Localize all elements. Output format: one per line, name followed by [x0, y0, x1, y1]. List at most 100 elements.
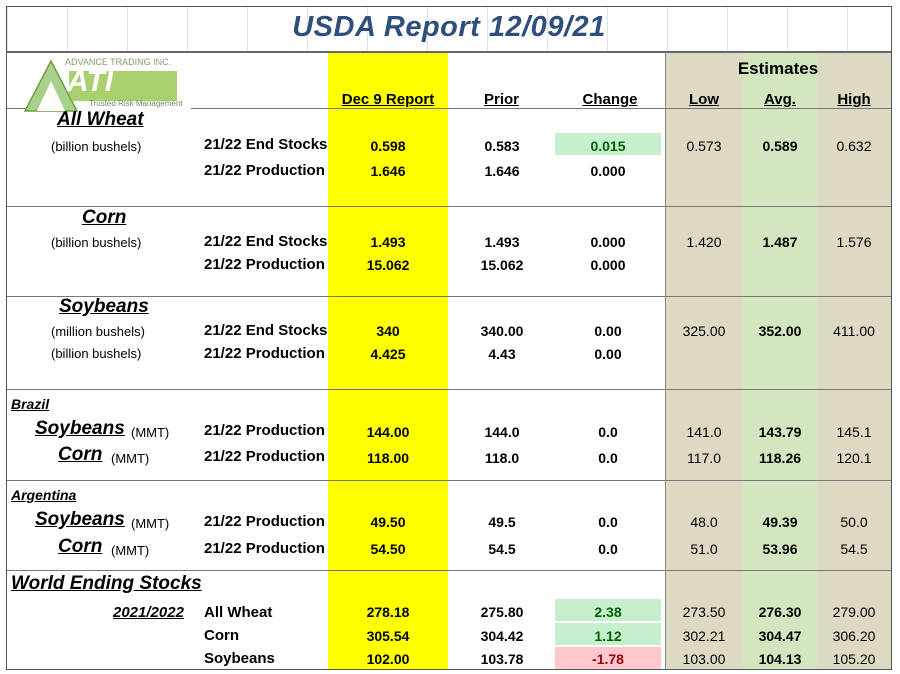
high-value: 306.20 [832, 628, 876, 644]
avg-value: 1.487 [762, 234, 798, 250]
row-label: 21/22 Production [204, 256, 325, 273]
corn-section-title: Corn [82, 207, 127, 228]
row-label: 21/22 Production [204, 448, 325, 465]
avg-value: 104.13 [758, 651, 802, 667]
report-value: 4.425 [370, 346, 406, 362]
change-highlight-positive [555, 599, 661, 621]
report-value: 102.00 [366, 651, 410, 667]
low-value: 273.50 [682, 604, 726, 620]
wheat-unit: (billion bushels) [51, 139, 142, 154]
report-value: 54.50 [370, 541, 406, 557]
change-value: 0.00 [594, 323, 622, 339]
report-table: USDA Report 12/09/21 ADVANCE TRADING INC… [6, 6, 892, 670]
divider [7, 570, 891, 571]
prior-value: 103.78 [480, 651, 524, 667]
row-label: 21/22 End Stocks [204, 322, 328, 339]
row-label: 21/22 End Stocks [204, 233, 328, 250]
report-value: 49.50 [370, 514, 406, 530]
divider [7, 108, 891, 109]
prior-value: 340.00 [480, 323, 524, 339]
brazil-region-title: Brazil [11, 396, 50, 412]
change-value: 1.12 [594, 628, 622, 644]
low-header: Low [689, 91, 719, 108]
brazil-corn-unit: (MMT) [111, 451, 150, 466]
row-label: Soybeans [204, 650, 275, 667]
report-value: 0.598 [370, 138, 406, 154]
ati-logo [23, 59, 191, 112]
change-value: 0.0 [598, 541, 618, 557]
report-header: Dec 9 Report [341, 91, 435, 108]
row-label: 21/22 Production [204, 162, 325, 179]
prior-value: 304.42 [480, 628, 524, 644]
low-value: 103.00 [682, 651, 726, 667]
avg-value: 304.47 [758, 628, 802, 644]
argentina-soybeans-unit: (MMT) [131, 516, 170, 531]
brazil-soybeans-unit: (MMT) [131, 425, 170, 440]
row-label: 21/22 End Stocks [204, 136, 328, 153]
divider [7, 206, 891, 207]
wheat-section-title: All Wheat [57, 109, 144, 130]
low-value: 325.00 [682, 323, 726, 339]
estimates-header: Estimates [737, 59, 819, 78]
change-highlight-positive [555, 133, 661, 155]
prior-value: 144.0 [484, 424, 520, 440]
prior-value: 49.5 [488, 514, 516, 530]
prior-header: Prior [483, 91, 519, 108]
low-value: 117.0 [687, 450, 721, 466]
change-value: 0.0 [598, 424, 618, 440]
corn-unit: (billion bushels) [51, 235, 142, 250]
prior-value: 118.0 [484, 450, 520, 466]
report-value: 144.00 [366, 424, 410, 440]
change-value: -1.78 [592, 651, 624, 667]
low-value: 1.420 [686, 234, 722, 250]
logo-initials: ATI [67, 65, 114, 98]
row-label: 21/22 Production [204, 345, 325, 362]
avg-value: 118.26 [758, 450, 802, 466]
change-value: 0.0 [598, 514, 618, 530]
report-value: 340 [376, 323, 400, 339]
soybeans-section-title: Soybeans [59, 296, 149, 317]
divider [7, 389, 891, 390]
prior-value: 275.80 [480, 604, 524, 620]
high-header: High [837, 91, 871, 108]
prior-value: 1.646 [484, 163, 520, 179]
world-section-title: World Ending Stocks [11, 573, 202, 594]
high-value: 54.5 [840, 541, 868, 557]
low-value: 48.0 [690, 514, 718, 530]
high-value: 1.576 [836, 234, 872, 250]
row-label: 21/22 Production [204, 513, 325, 530]
prior-value: 15.062 [480, 257, 524, 273]
row-label: 21/22 Production [204, 422, 325, 439]
change-value: 0.015 [590, 138, 626, 154]
argentina-soybeans-title: Soybeans [35, 509, 125, 530]
argentina-region-title: Argentina [11, 487, 77, 503]
brazil-corn-title: Corn [58, 444, 103, 465]
avg-header: Avg. [764, 91, 796, 108]
report-column-band [328, 53, 448, 669]
high-value: 120.1 [836, 450, 872, 466]
argentina-corn-title: Corn [58, 536, 103, 557]
change-value: 0.000 [590, 163, 626, 179]
change-highlight-negative [555, 647, 661, 669]
avg-value: 53.96 [762, 541, 798, 557]
avg-value: 276.30 [758, 604, 802, 620]
change-value: 0.000 [590, 234, 626, 250]
high-value: 411.00 [833, 323, 875, 339]
prior-value: 0.583 [484, 138, 520, 154]
world-year: 2021/2022 [113, 604, 184, 621]
high-value: 50.0 [840, 514, 868, 530]
report-value: 118.00 [366, 450, 410, 466]
report-value: 1.493 [370, 234, 406, 250]
row-label: 21/22 Production [204, 540, 325, 557]
report-value: 278.18 [366, 604, 410, 620]
avg-column-band [743, 53, 817, 669]
brazil-soybeans-title: Soybeans [35, 418, 125, 439]
high-value: 0.632 [836, 138, 872, 154]
high-value: 145.1 [836, 424, 872, 440]
avg-value: 352.00 [758, 323, 802, 339]
avg-value: 49.39 [762, 514, 798, 530]
low-value: 51.0 [690, 541, 718, 557]
report-value: 1.646 [370, 163, 406, 179]
report-value: 15.062 [366, 257, 410, 273]
title-bar: USDA Report 12/09/21 [7, 7, 891, 53]
